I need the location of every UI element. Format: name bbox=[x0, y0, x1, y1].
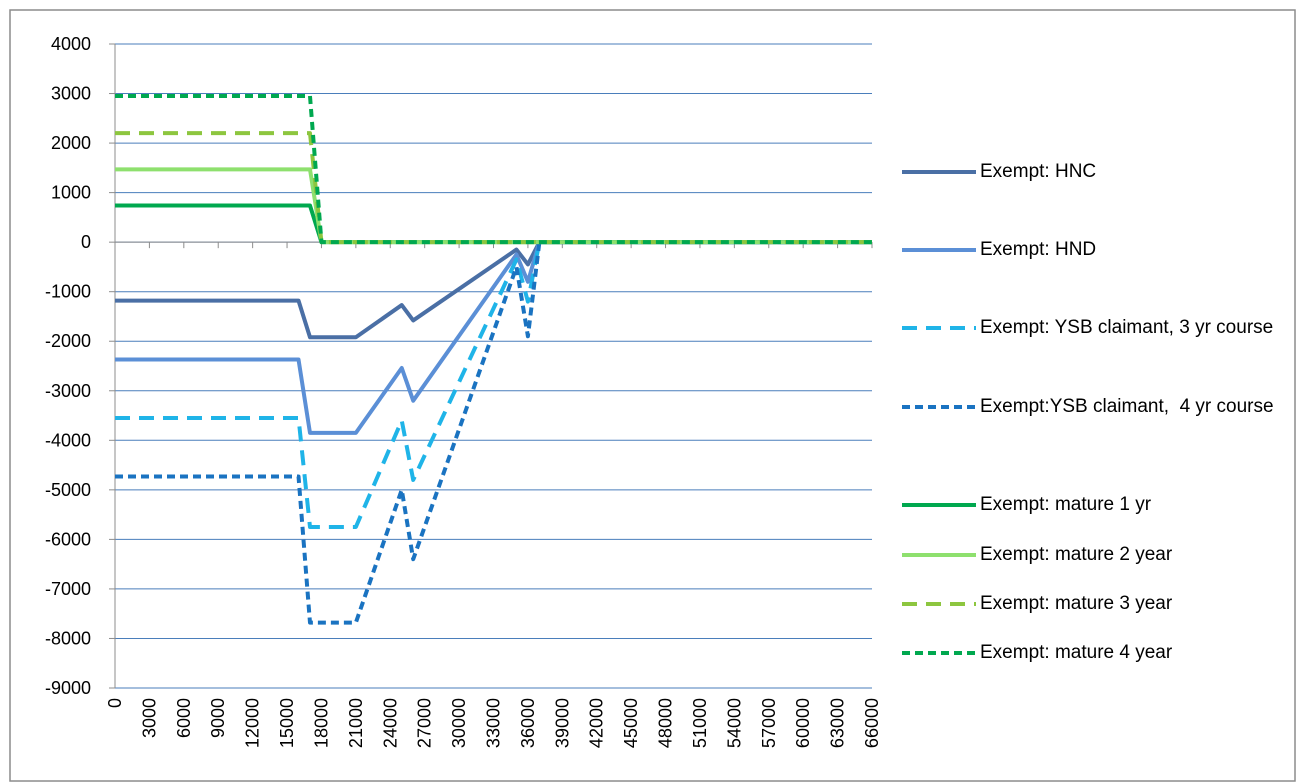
y-tick-label: -9000 bbox=[45, 678, 91, 698]
legend-label: Exempt: mature 2 year bbox=[980, 544, 1173, 565]
legend-entry: Exempt: mature 4 year bbox=[900, 638, 1290, 668]
x-tick-label: 30000 bbox=[449, 698, 469, 748]
series-line bbox=[115, 240, 872, 435]
legend-entry: Exempt: YSB claimant, 3 yr course bbox=[900, 313, 1290, 343]
legend-swatch bbox=[902, 405, 976, 409]
x-tick-label: 60000 bbox=[793, 698, 813, 748]
series-line bbox=[115, 131, 872, 245]
x-tick-label: 6000 bbox=[174, 698, 194, 738]
y-tick-label: -6000 bbox=[45, 529, 91, 549]
y-tick-label: -3000 bbox=[45, 381, 91, 401]
x-tick-label: 27000 bbox=[415, 698, 435, 748]
series-line bbox=[115, 203, 872, 245]
legend-label: Exempt: YSB claimant, 3 yr course bbox=[980, 317, 1274, 338]
y-tick-label: -4000 bbox=[45, 430, 91, 450]
legend-entry: Exempt: mature 1 yr bbox=[900, 490, 1290, 520]
legend-entry: Exempt: HND bbox=[900, 235, 1290, 265]
x-tick-label: 66000 bbox=[862, 698, 882, 748]
x-tick-label: 36000 bbox=[518, 698, 538, 748]
y-tick-label: 3000 bbox=[51, 84, 91, 104]
y-tick-label: 4000 bbox=[51, 34, 91, 54]
y-tick-label: -1000 bbox=[45, 282, 91, 302]
y-tick-label: -8000 bbox=[45, 628, 91, 648]
series-line bbox=[115, 240, 872, 340]
legend-swatch bbox=[902, 326, 976, 330]
x-tick-label: 24000 bbox=[380, 698, 400, 748]
x-tick-label: 63000 bbox=[828, 698, 848, 748]
legend-swatch bbox=[902, 503, 976, 507]
y-tick-label: 1000 bbox=[51, 183, 91, 203]
series-line bbox=[115, 94, 872, 245]
y-tick-label: 0 bbox=[81, 232, 91, 252]
x-tick-label: 9000 bbox=[208, 698, 228, 738]
legend-entry: Exempt:YSB claimant, 4 yr course bbox=[900, 392, 1290, 422]
x-tick-label: 39000 bbox=[552, 698, 572, 748]
legend-entry: Exempt: mature 3 year bbox=[900, 589, 1290, 619]
x-tick-label: 3000 bbox=[139, 698, 159, 738]
legend-swatch bbox=[902, 170, 976, 174]
legend-swatch bbox=[902, 248, 976, 252]
x-tick-label: 15000 bbox=[277, 698, 297, 748]
y-tick-label: -2000 bbox=[45, 331, 91, 351]
legend-swatch bbox=[902, 651, 976, 655]
legend-swatch bbox=[902, 553, 976, 557]
legend-swatch bbox=[902, 602, 976, 606]
series-line bbox=[115, 240, 872, 529]
chart-border bbox=[9, 9, 1296, 782]
y-tick-label: 2000 bbox=[51, 133, 91, 153]
y-tick-label: -7000 bbox=[45, 579, 91, 599]
x-tick-label: 54000 bbox=[724, 698, 744, 748]
legend-label: Exempt:YSB claimant, 4 yr course bbox=[980, 396, 1274, 417]
y-tick-label: -5000 bbox=[45, 480, 91, 500]
legend-entry: Exempt: HNC bbox=[900, 157, 1290, 187]
legend-label: Exempt: mature 4 year bbox=[980, 642, 1173, 663]
x-tick-label: 51000 bbox=[690, 698, 710, 748]
x-tick-label: 21000 bbox=[346, 698, 366, 748]
legend-label: Exempt: mature 3 year bbox=[980, 593, 1173, 614]
x-tick-label: 12000 bbox=[243, 698, 263, 748]
x-tick-label: 18000 bbox=[311, 698, 331, 748]
x-tick-label: 33000 bbox=[484, 698, 504, 748]
x-tick-label: 45000 bbox=[621, 698, 641, 748]
legend-label: Exempt: HNC bbox=[980, 161, 1097, 182]
x-tick-label: 0 bbox=[105, 698, 125, 708]
legend-entry: Exempt: mature 2 year bbox=[900, 540, 1290, 570]
legend-label: Exempt: mature 1 yr bbox=[980, 494, 1152, 515]
x-tick-label: 42000 bbox=[587, 698, 607, 748]
x-tick-label: 48000 bbox=[656, 698, 676, 748]
x-tick-label: 57000 bbox=[759, 698, 779, 748]
legend-label: Exempt: HND bbox=[980, 239, 1097, 260]
